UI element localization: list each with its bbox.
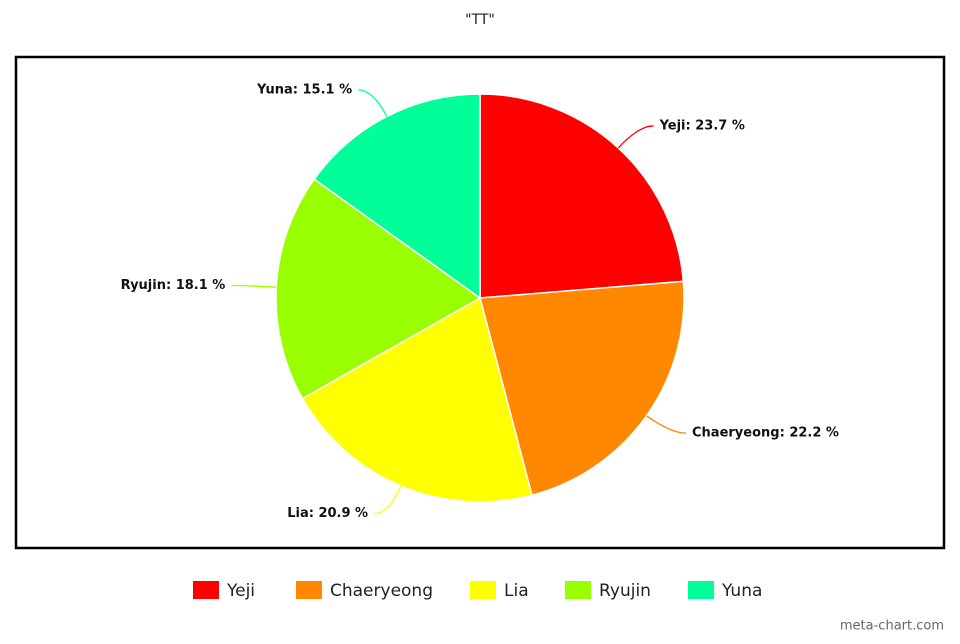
pie-slice [479, 280, 685, 497]
chart-title: "TT" [465, 12, 495, 28]
leader-line [231, 284, 277, 288]
legend-swatch [193, 581, 219, 599]
data-label: Yeji: 23.7 % [659, 118, 745, 133]
legend-label: Lia [504, 581, 529, 601]
leader-line [358, 89, 388, 117]
legend-label: Yuna [721, 581, 762, 601]
legend-swatch [296, 581, 322, 599]
legend-label: Ryujin [599, 581, 651, 601]
data-label: Yuna: 15.1 % [256, 82, 352, 97]
data-label: Ryujin: 18.1 % [121, 278, 226, 293]
pie-slice [313, 93, 481, 300]
legend-label: Yeji [226, 581, 255, 601]
data-label: Lia: 20.9 % [287, 506, 368, 521]
legend-swatch [470, 581, 496, 599]
leader-line [646, 415, 687, 434]
legend-label: Chaeryeong [330, 581, 433, 601]
legend-swatch [565, 581, 591, 599]
leader-line [617, 125, 654, 149]
leader-line [374, 485, 402, 515]
data-label: Chaeryeong: 22.2 % [692, 426, 839, 441]
legend-swatch [688, 581, 714, 599]
watermark: meta-chart.com [840, 619, 944, 634]
pie-slice [301, 296, 533, 503]
pie-slice [275, 178, 482, 400]
